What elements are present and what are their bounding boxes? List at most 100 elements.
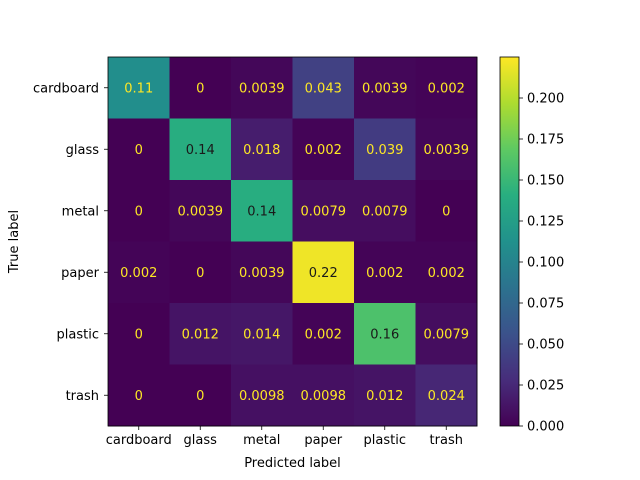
colorbar-tick-label: 0.100 bbox=[527, 256, 564, 271]
y-tick-label: trash bbox=[66, 389, 99, 404]
cell-value-label: 0.043 bbox=[305, 81, 342, 96]
cell-value-label: 0.0079 bbox=[424, 327, 470, 342]
colorbar bbox=[499, 56, 520, 427]
y-axis-label: True label bbox=[7, 210, 22, 274]
cell-value-label: 0.002 bbox=[366, 266, 403, 281]
cell-value-label: 0 bbox=[196, 266, 204, 281]
heatmap-cell bbox=[169, 118, 232, 181]
cell-value-label: 0.002 bbox=[305, 327, 342, 342]
heatmap-cell bbox=[354, 364, 416, 427]
plot-frame bbox=[107, 56, 478, 427]
cell-value-label: 0 bbox=[135, 327, 143, 342]
heatmap-cell bbox=[354, 57, 416, 119]
heatmap-cell bbox=[231, 364, 293, 427]
x-tick-label: metal bbox=[243, 433, 280, 448]
heatmap-cell bbox=[169, 180, 232, 242]
cell-value-label: 0.14 bbox=[247, 204, 276, 219]
heatmap-cell bbox=[108, 303, 170, 365]
heatmap-cell bbox=[169, 57, 232, 119]
heatmap-cell bbox=[354, 180, 416, 242]
x-tick-label: glass bbox=[184, 433, 218, 448]
heatmap-cell bbox=[415, 364, 478, 427]
colorbar-tick-label: 0.150 bbox=[527, 174, 564, 189]
cell-value-label: 0.14 bbox=[186, 143, 215, 158]
x-axis-ticks: cardboard glass metal paper plastic trash bbox=[106, 426, 463, 448]
cell-value-label: 0.11 bbox=[124, 81, 153, 96]
cell-value-label: 0.039 bbox=[366, 143, 403, 158]
cell-value-label: 0.0039 bbox=[362, 81, 408, 96]
heatmap-cell bbox=[415, 57, 478, 119]
cell-value-label: 0.0039 bbox=[178, 204, 224, 219]
heatmap-cell bbox=[108, 118, 170, 181]
cell-value-label: 0.0039 bbox=[239, 266, 285, 281]
heatmap-cell bbox=[292, 241, 355, 304]
x-tick-label: plastic bbox=[364, 433, 406, 448]
cell-value-label: 0.014 bbox=[243, 327, 280, 342]
cell-value-label: 0 bbox=[135, 204, 143, 219]
colorbar-tick-label: 0.025 bbox=[527, 379, 564, 394]
cell-value-label: 0.0079 bbox=[362, 204, 408, 219]
heatmap-cell bbox=[108, 180, 170, 242]
heatmap-cell bbox=[292, 57, 355, 119]
heatmap-cells bbox=[108, 57, 478, 427]
colorbar-tick-label: 0.125 bbox=[527, 215, 564, 230]
cell-value-label: 0.0098 bbox=[301, 389, 347, 404]
heatmap-cell bbox=[354, 241, 416, 304]
cell-value-label: 0.0098 bbox=[239, 389, 285, 404]
cell-value-label: 0.0039 bbox=[239, 81, 285, 96]
heatmap-cell bbox=[292, 364, 355, 427]
cell-value-label: 0.012 bbox=[366, 389, 403, 404]
heatmap-cell bbox=[292, 118, 355, 181]
heatmap-cell bbox=[354, 118, 416, 181]
cell-value-label: 0.024 bbox=[428, 389, 465, 404]
heatmap-cell bbox=[292, 180, 355, 242]
heatmap-cell bbox=[415, 241, 478, 304]
cell-value-label: 0.002 bbox=[428, 81, 465, 96]
cell-value-label: 0 bbox=[135, 389, 143, 404]
cell-value-label: 0.0039 bbox=[424, 143, 470, 158]
x-tick-label: paper bbox=[304, 433, 342, 448]
cell-value-label: 0.012 bbox=[182, 327, 219, 342]
heatmap-cell bbox=[415, 118, 478, 181]
heatmap-cell bbox=[415, 180, 478, 242]
cell-value-label: 0.018 bbox=[243, 143, 280, 158]
colorbar-tick-label: 0.050 bbox=[527, 338, 564, 353]
colorbar-ticks: 0.000 0.025 0.050 0.075 0.100 0.125 0.150 0.175… bbox=[519, 92, 564, 435]
y-tick-label: cardboard bbox=[33, 81, 99, 96]
heatmap-cell bbox=[231, 118, 293, 181]
y-tick-label: metal bbox=[62, 204, 99, 219]
heatmap-cell bbox=[354, 303, 416, 365]
cell-value-label: 0.16 bbox=[370, 327, 399, 342]
y-tick-label: glass bbox=[66, 143, 100, 158]
y-tick-label: paper bbox=[61, 266, 99, 281]
colorbar-tick-label: 0.175 bbox=[527, 133, 564, 148]
cell-value-label: 0 bbox=[442, 204, 450, 219]
cell-value-label: 0.22 bbox=[309, 266, 338, 281]
x-tick-label: trash bbox=[430, 433, 463, 448]
heatmap-cell bbox=[108, 364, 170, 427]
heatmap-cell-labels: 0.11 0 0.0039 0.043 0.0039 0.002 0 0.14 0.018 0.0… bbox=[120, 81, 469, 404]
heatmap-cell bbox=[231, 241, 293, 304]
x-axis-label: Predicted label bbox=[244, 456, 341, 471]
heatmap-cell bbox=[169, 364, 232, 427]
heatmap-cell bbox=[169, 303, 232, 365]
cell-value-label: 0 bbox=[196, 389, 204, 404]
colorbar-tick-label: 0.000 bbox=[527, 420, 564, 435]
heatmap-cell bbox=[108, 57, 170, 119]
heatmap-cell bbox=[231, 57, 293, 119]
heatmap-cell bbox=[169, 241, 232, 304]
y-axis-ticks: cardboard glass metal paper plastic trash bbox=[33, 81, 108, 404]
cell-value-label: 0.002 bbox=[428, 266, 465, 281]
cell-value-label: 0.002 bbox=[305, 143, 342, 158]
cell-value-label: 0.0079 bbox=[301, 204, 347, 219]
heatmap-cell bbox=[108, 241, 170, 304]
cell-value-label: 0 bbox=[196, 81, 204, 96]
heatmap-cell bbox=[231, 303, 293, 365]
colorbar-tick-label: 0.075 bbox=[527, 297, 564, 312]
y-tick-label: plastic bbox=[57, 327, 99, 342]
heatmap-cell bbox=[231, 180, 293, 242]
heatmap-cell bbox=[415, 303, 478, 365]
colorbar-tick-label: 0.200 bbox=[527, 92, 564, 107]
cell-value-label: 0 bbox=[135, 143, 143, 158]
